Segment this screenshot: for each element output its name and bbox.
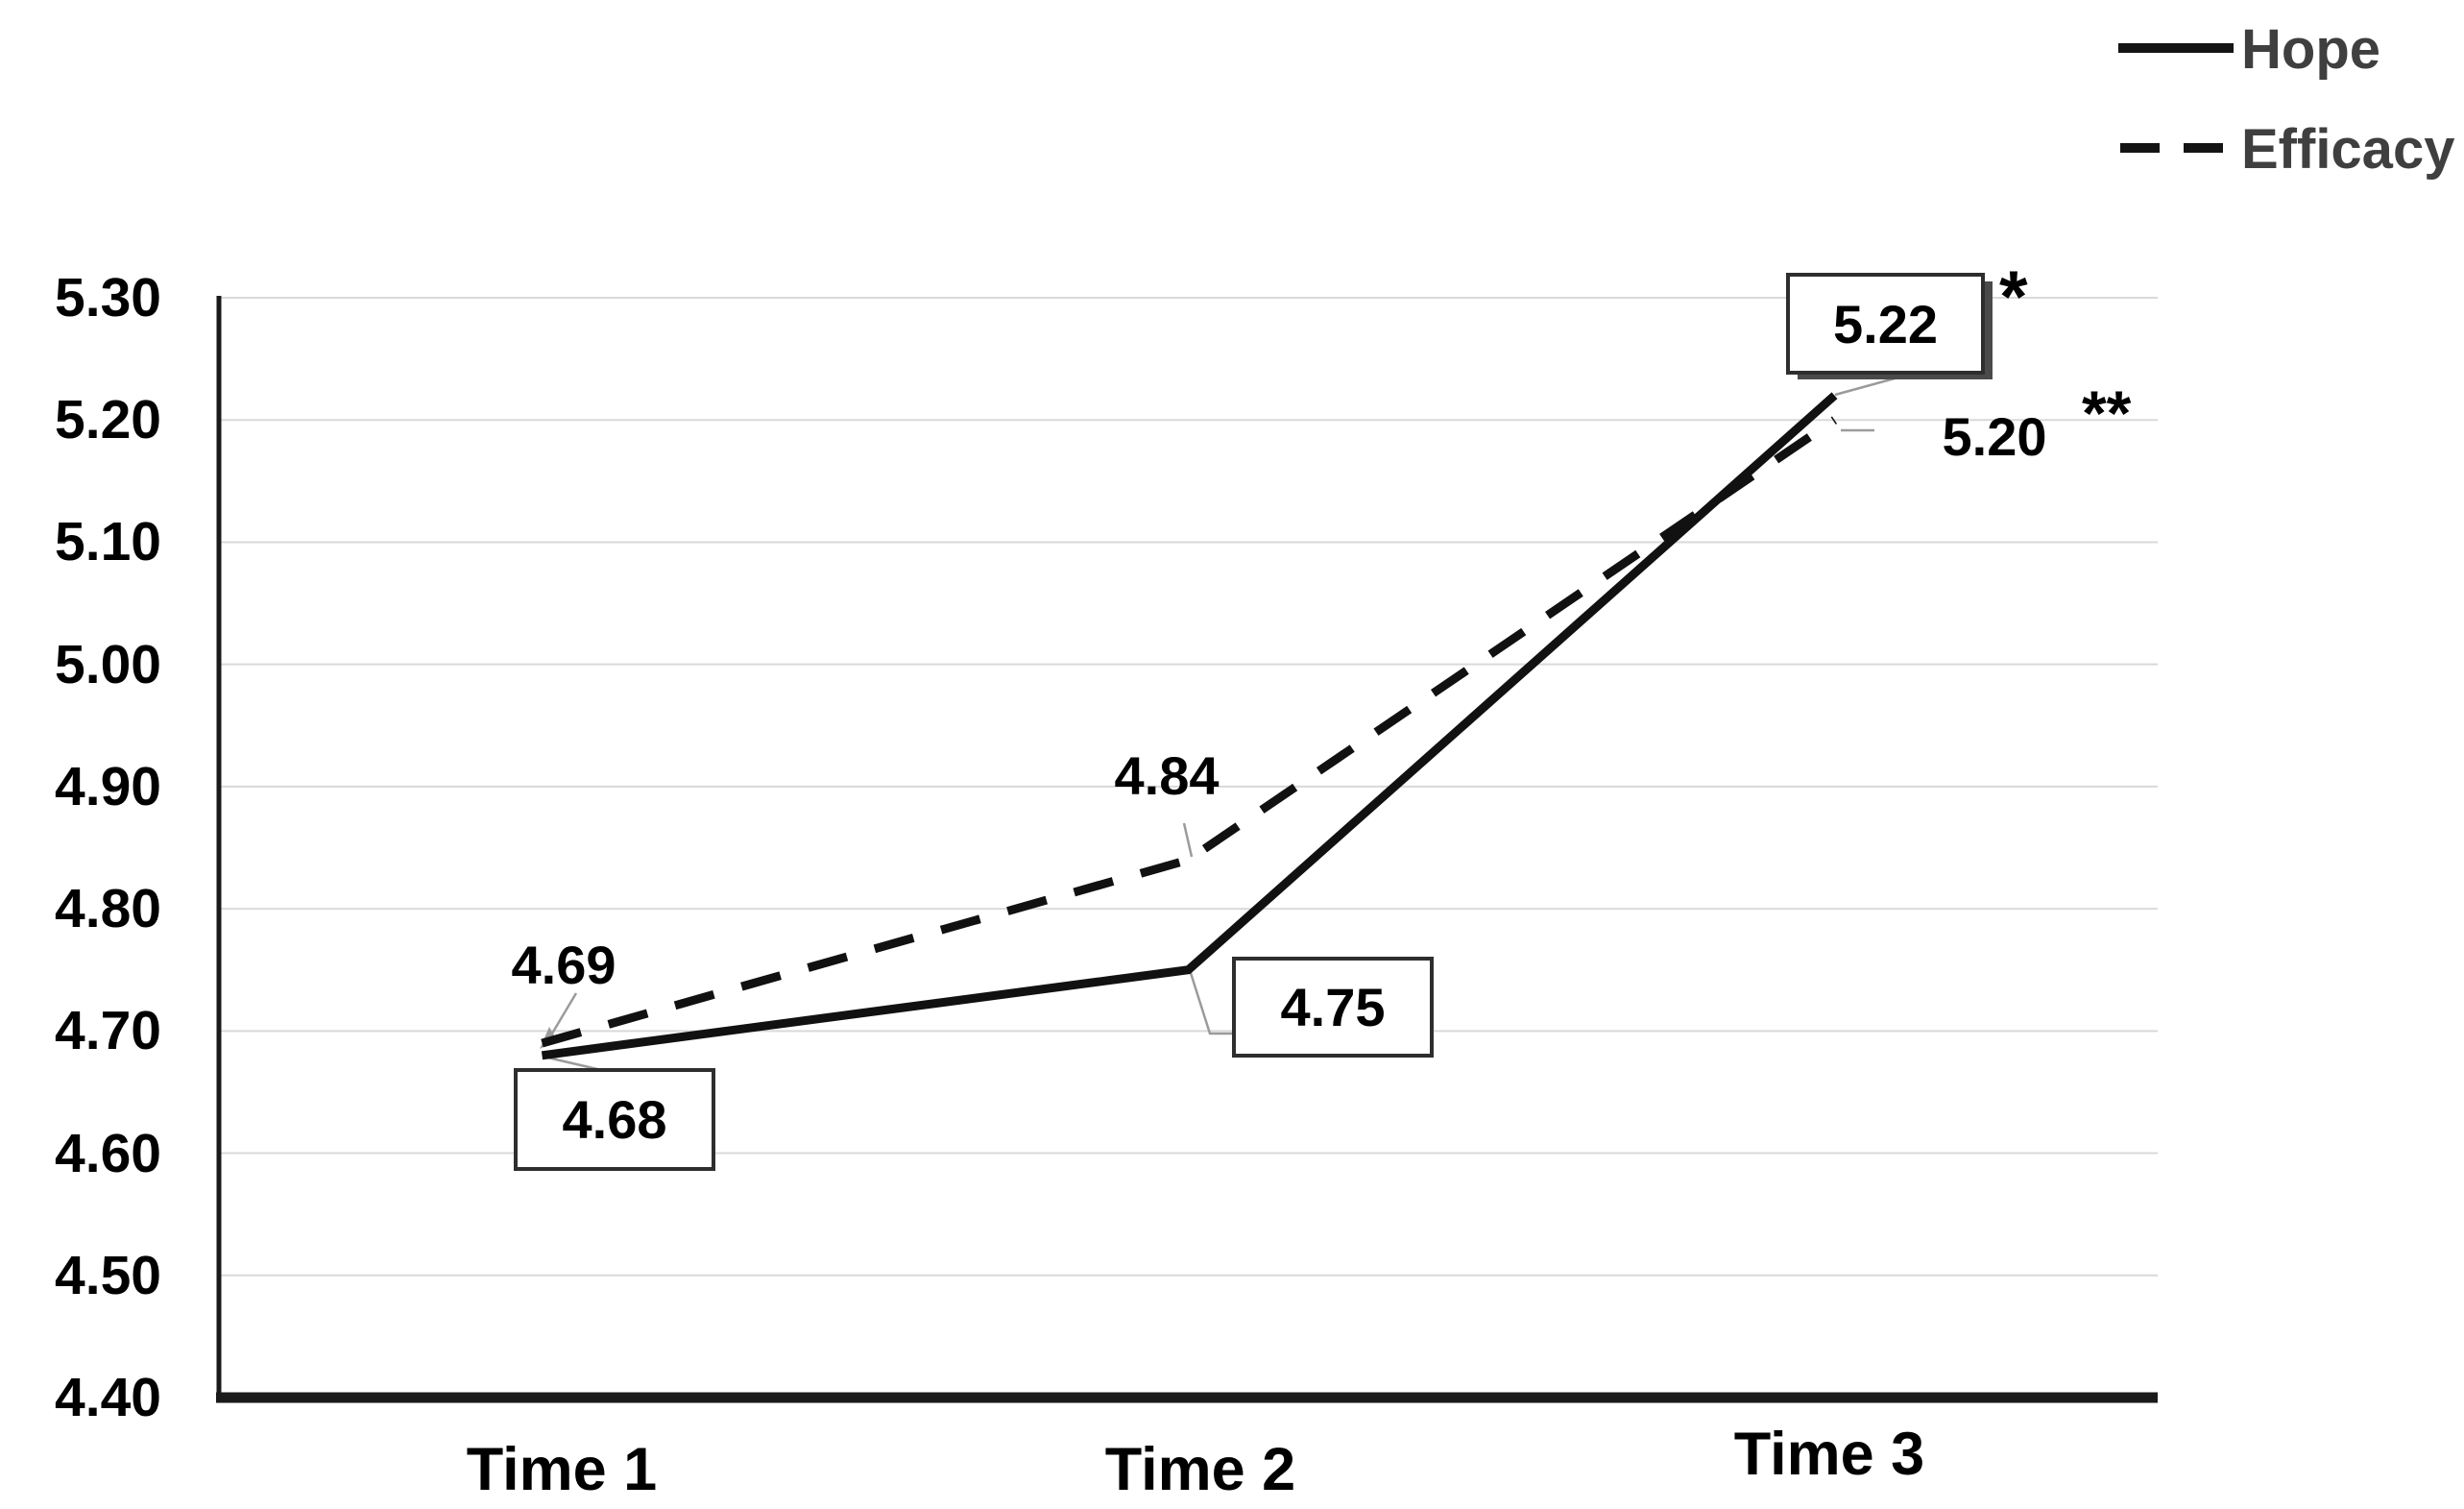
legend-hope-line-swatch — [2118, 43, 2234, 53]
legend-efficacy-label: Efficacy — [2241, 118, 2455, 181]
y-tick-label: 4.90 — [55, 755, 161, 817]
x-tick-time1: Time 1 — [466, 1436, 658, 1503]
series-line-hope — [541, 392, 1838, 1060]
hope-time1-label-box: 4.68 — [514, 1068, 715, 1171]
efficacy-time3-label: 5.20 — [1942, 406, 2047, 467]
leader-hope-time2 — [1189, 972, 1232, 1035]
y-tick-label: 5.30 — [55, 267, 161, 329]
y-tick-label: 4.60 — [55, 1122, 161, 1184]
hope-time2-label-box: 4.75 — [1232, 957, 1434, 1058]
y-tick-label: 4.40 — [55, 1367, 161, 1428]
efficacy-significance-asterisks: ** — [2082, 377, 2132, 449]
y-tick-label: 5.10 — [55, 511, 161, 573]
y-tick-label: 4.70 — [55, 1000, 161, 1062]
y-tick-label: 4.50 — [55, 1244, 161, 1306]
legend-efficacy-dash-swatch — [2120, 143, 2160, 153]
y-tick-label: 4.80 — [55, 878, 161, 940]
leader-hope-time1 — [543, 1055, 598, 1071]
hope-significance-asterisk: * — [1999, 256, 2028, 338]
x-tick-time2: Time 2 — [1104, 1436, 1296, 1503]
y-tick-label: 5.20 — [55, 389, 161, 451]
legend-hope-label: Hope — [2241, 18, 2380, 81]
hope-time3-label-box: 5.22 — [1786, 273, 1985, 375]
efficacy-time2-label: 4.84 — [1114, 745, 1220, 806]
leader-hope-time3 — [1834, 374, 1906, 397]
y-tick-label: 5.00 — [55, 633, 161, 695]
leader-efficacy-time2 — [1182, 822, 1194, 858]
series-line-efficacy — [541, 416, 1838, 1048]
legend-efficacy-dash-swatch — [2184, 143, 2223, 153]
x-tick-time3: Time 3 — [1733, 1421, 1925, 1488]
efficacy-time1-label: 4.69 — [511, 935, 616, 995]
